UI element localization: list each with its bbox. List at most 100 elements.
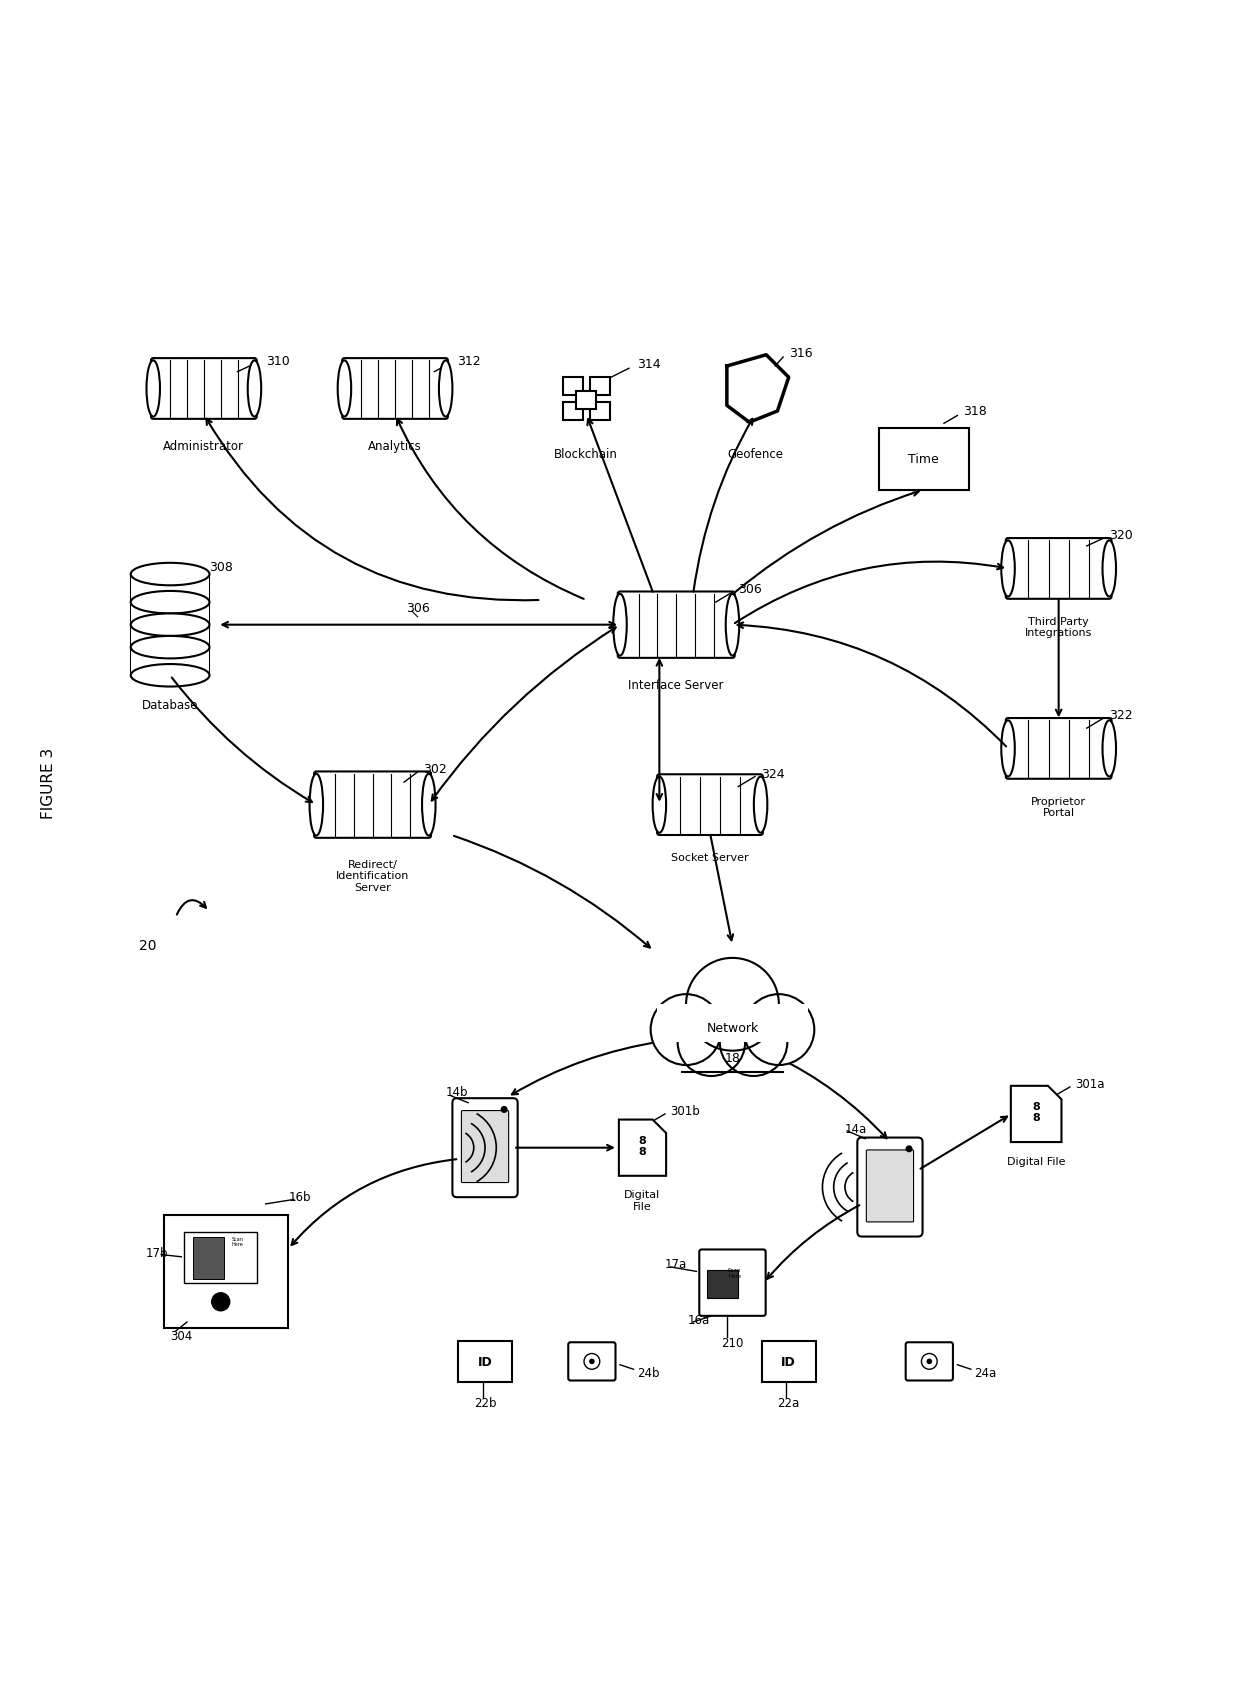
FancyBboxPatch shape: [857, 1138, 923, 1236]
Ellipse shape: [146, 361, 160, 417]
Ellipse shape: [754, 777, 768, 833]
FancyBboxPatch shape: [699, 1250, 765, 1316]
FancyBboxPatch shape: [165, 1216, 288, 1328]
Circle shape: [589, 1358, 595, 1365]
FancyBboxPatch shape: [563, 402, 583, 421]
Text: 24b: 24b: [637, 1366, 660, 1380]
FancyBboxPatch shape: [184, 1233, 257, 1284]
Ellipse shape: [439, 361, 453, 417]
Text: Proprietor
Portal: Proprietor Portal: [1032, 796, 1086, 817]
Text: 312: 312: [456, 355, 481, 368]
Text: 306: 306: [405, 601, 429, 615]
Text: Network: Network: [707, 1022, 759, 1034]
FancyBboxPatch shape: [618, 593, 735, 659]
Text: Digital File: Digital File: [1007, 1155, 1065, 1165]
Ellipse shape: [614, 595, 626, 657]
Circle shape: [744, 995, 815, 1066]
Circle shape: [720, 1008, 787, 1076]
FancyBboxPatch shape: [458, 1341, 512, 1382]
FancyBboxPatch shape: [342, 358, 448, 419]
Text: 310: 310: [265, 355, 289, 368]
Text: 301b: 301b: [671, 1105, 701, 1118]
Text: 308: 308: [210, 561, 233, 573]
Circle shape: [921, 1353, 937, 1370]
Text: 17b: 17b: [145, 1246, 167, 1258]
FancyBboxPatch shape: [151, 358, 257, 419]
Text: 306: 306: [738, 583, 761, 596]
Ellipse shape: [422, 774, 435, 836]
Ellipse shape: [1001, 540, 1014, 598]
FancyBboxPatch shape: [879, 429, 968, 490]
Text: 304: 304: [170, 1329, 192, 1343]
Text: 8
8: 8 8: [639, 1135, 646, 1157]
Text: 24a: 24a: [975, 1366, 997, 1380]
Text: Redirect/
Identification
Server: Redirect/ Identification Server: [336, 860, 409, 892]
Polygon shape: [656, 1005, 808, 1042]
FancyBboxPatch shape: [1006, 718, 1111, 779]
Ellipse shape: [130, 615, 210, 637]
Text: ID: ID: [477, 1355, 492, 1368]
FancyBboxPatch shape: [192, 1236, 224, 1280]
FancyBboxPatch shape: [563, 378, 583, 395]
Text: 302: 302: [423, 763, 446, 775]
Text: 18: 18: [724, 1052, 740, 1064]
Circle shape: [926, 1358, 932, 1365]
Text: Geofence: Geofence: [727, 448, 782, 461]
Text: Third Party
Integrations: Third Party Integrations: [1025, 616, 1092, 638]
Text: 22b: 22b: [474, 1397, 496, 1410]
Circle shape: [686, 958, 779, 1051]
Text: Scan
Here: Scan Here: [232, 1236, 243, 1246]
Text: 318: 318: [963, 405, 987, 419]
Text: Socket Server: Socket Server: [671, 853, 749, 863]
Text: 324: 324: [760, 767, 784, 780]
Polygon shape: [619, 1120, 666, 1176]
FancyBboxPatch shape: [657, 775, 763, 836]
Text: Time: Time: [909, 453, 939, 466]
Text: Database: Database: [141, 698, 198, 711]
Text: 14a: 14a: [846, 1123, 867, 1135]
Text: 22a: 22a: [777, 1397, 800, 1410]
Ellipse shape: [337, 361, 351, 417]
Text: 20: 20: [139, 939, 156, 953]
Text: Analytics: Analytics: [368, 439, 422, 453]
Text: 8
8: 8 8: [1032, 1101, 1040, 1123]
Polygon shape: [1011, 1086, 1061, 1142]
Circle shape: [212, 1294, 229, 1311]
Ellipse shape: [652, 777, 666, 833]
Text: 301a: 301a: [1075, 1078, 1105, 1091]
Ellipse shape: [130, 564, 210, 586]
FancyBboxPatch shape: [761, 1341, 816, 1382]
Polygon shape: [130, 574, 210, 676]
Text: 314: 314: [637, 358, 661, 372]
Text: 17a: 17a: [665, 1257, 687, 1270]
Circle shape: [584, 1353, 600, 1370]
FancyBboxPatch shape: [577, 392, 596, 409]
Text: Interface Server: Interface Server: [629, 679, 724, 691]
FancyBboxPatch shape: [461, 1111, 508, 1182]
Text: 316: 316: [789, 346, 812, 360]
Text: Blockchain: Blockchain: [554, 448, 619, 461]
Text: 320: 320: [1110, 529, 1133, 542]
Ellipse shape: [130, 637, 210, 659]
FancyBboxPatch shape: [905, 1343, 952, 1380]
Text: 16a: 16a: [688, 1314, 709, 1326]
Ellipse shape: [1102, 540, 1116, 598]
Ellipse shape: [130, 591, 210, 615]
FancyBboxPatch shape: [590, 378, 610, 395]
FancyBboxPatch shape: [568, 1343, 615, 1380]
Ellipse shape: [130, 665, 210, 687]
FancyBboxPatch shape: [867, 1150, 914, 1223]
Circle shape: [906, 1147, 911, 1152]
FancyBboxPatch shape: [707, 1270, 738, 1299]
Text: 16b: 16b: [288, 1189, 311, 1203]
Circle shape: [501, 1106, 507, 1113]
Text: Scan
Here: Scan Here: [728, 1268, 742, 1279]
Ellipse shape: [725, 595, 739, 657]
FancyBboxPatch shape: [314, 772, 432, 838]
FancyBboxPatch shape: [1006, 539, 1111, 600]
Ellipse shape: [310, 774, 324, 836]
Ellipse shape: [1001, 721, 1014, 777]
Ellipse shape: [1102, 721, 1116, 777]
Circle shape: [651, 995, 722, 1066]
Circle shape: [677, 1008, 745, 1076]
